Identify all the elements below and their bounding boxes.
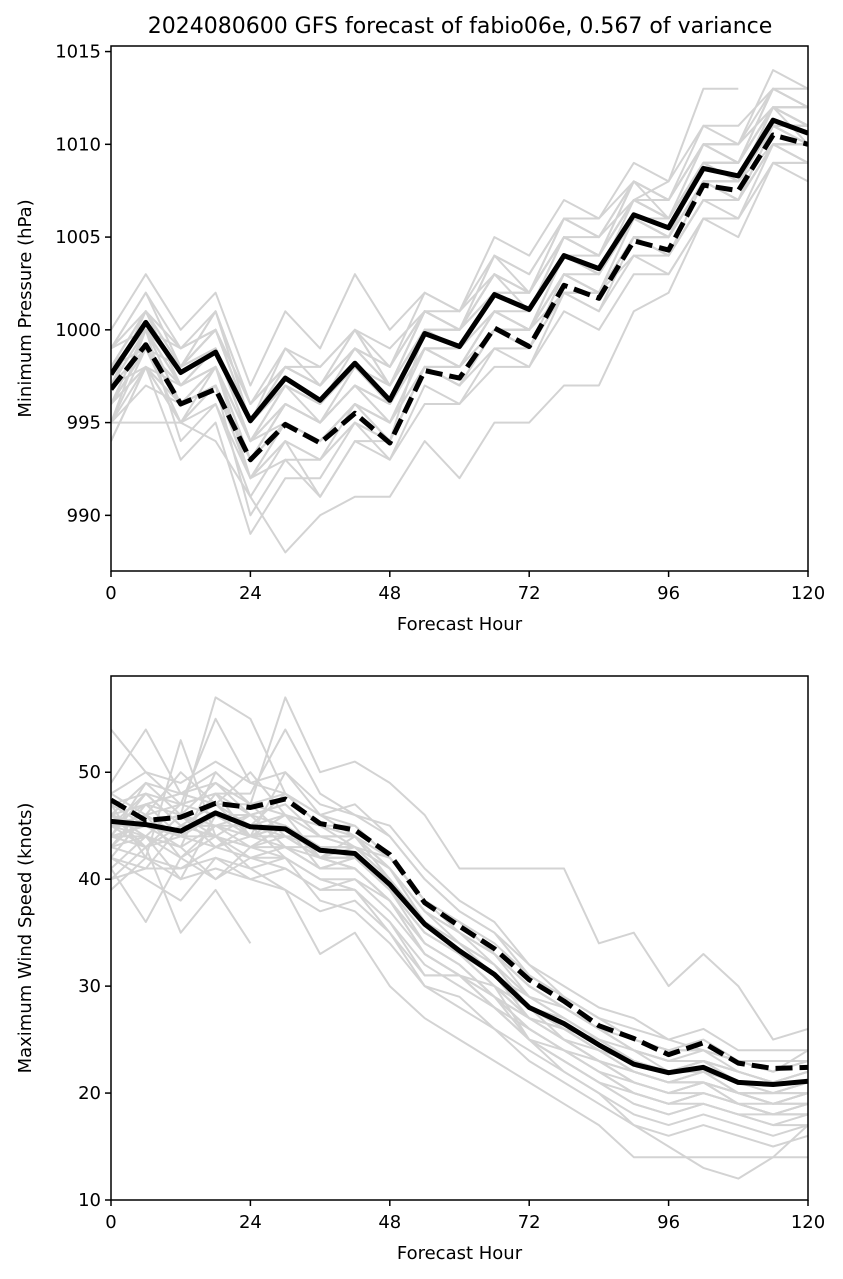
wind-y-tick-label: 50 [78,762,101,783]
pressure-y-tick-label: 1005 [55,227,101,248]
pressure-solid-line [111,117,808,424]
wind-speed-panel: 0 24 48 72 96 120 10 20 30 40 50 Forecast Hour Maxim… [15,675,825,1264]
wind-series-group [111,696,808,1180]
pressure-y-tick-label: 1015 [55,42,101,63]
pressure-axes-frame [110,45,809,572]
pressure-y-tick-label: 1000 [55,320,101,341]
pressure-x-tick-label: 96 [657,583,680,604]
wind-x-axis-label: Forecast Hour [397,1243,523,1264]
pressure-series-group [111,69,808,554]
wind-y-tick-label: 10 [78,1190,101,1211]
wind-axes-frame [110,675,809,1201]
wind-x-tick-label: 96 [657,1212,680,1233]
wind-dashed-line [111,796,808,1071]
pressure-member-line-43 [111,143,808,480]
pressure-member-line-40 [633,87,739,201]
wind-member-line-30 [111,856,808,1159]
pressure-member-line-17 [111,161,808,554]
pressure-dashed-line [111,132,808,463]
wind-x-tick-label: 72 [518,1212,541,1233]
pressure-x-axis-label: Forecast Hour [397,614,523,635]
wind-member-line-9 [111,846,252,944]
wind-y-axis-label: Maximum Wind Speed (knots) [15,803,36,1074]
chart-title: 2024080600 GFS forecast of fabio06e, 0.5… [148,14,773,39]
wind-member-line-36 [111,824,808,1116]
pressure-x-tick-label: 72 [518,583,541,604]
wind-member-line-37 [111,856,460,977]
pressure-x-tick-label: 0 [105,583,116,604]
wind-member-line-19 [111,856,808,1137]
pressure-y-axis-label: Minimum Pressure (hPa) [15,199,36,417]
wind-member-line-38 [459,974,808,1180]
pressure-x-tick-label: 120 [791,583,825,604]
wind-x-tick-label: 0 [105,1212,116,1233]
pressure-x-tick-label: 24 [239,583,262,604]
pressure-panel: 0 24 48 72 96 120 990 995 1000 1005 1010 1015 Foreca… [15,42,825,635]
pressure-y-tick-label: 995 [67,413,101,434]
wind-y-tick-label: 30 [78,976,101,997]
wind-member-line-33 [111,814,808,1105]
wind-x-tick-label: 24 [239,1212,262,1233]
pressure-y-tick-label: 1010 [55,134,101,155]
pressure-x-tick-label: 48 [378,583,401,604]
pressure-y-tick-label: 990 [67,505,101,526]
wind-y-tick-label: 40 [78,869,101,890]
wind-member-line-16 [111,728,808,1052]
wind-y-tick-label: 20 [78,1083,101,1104]
wind-x-tick-label: 48 [378,1212,401,1233]
wind-solid-line [111,810,808,1087]
wind-x-tick-label: 120 [791,1212,825,1233]
